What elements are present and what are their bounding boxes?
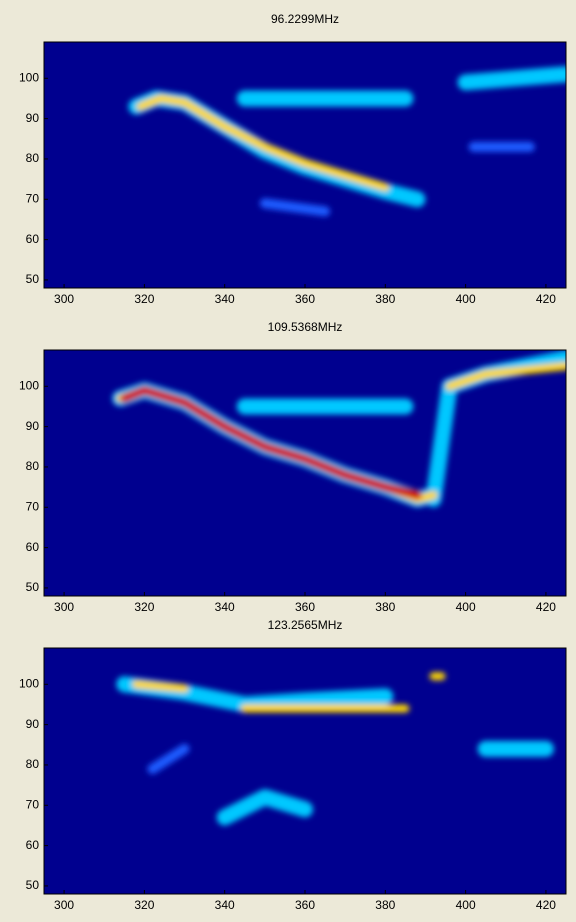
heat-ridge <box>445 362 566 391</box>
y-tick-label: 50 <box>26 272 40 286</box>
heat <box>128 66 566 217</box>
x-tick-label: 400 <box>456 898 476 912</box>
y-tick-label: 100 <box>19 378 39 392</box>
x-tick-label: 360 <box>295 600 315 614</box>
x-tick-label: 360 <box>295 898 315 912</box>
x-tick-label: 300 <box>54 292 74 306</box>
heat-ridge <box>136 94 390 192</box>
x-tick-label: 340 <box>215 292 235 306</box>
x-tick-label: 340 <box>215 600 235 614</box>
panel: 109.5368MHz 300 320 340 360 380 400 420 50 60 70 80… <box>19 320 567 614</box>
x-tick-label: 380 <box>375 292 395 306</box>
x-tick-label: 340 <box>215 898 235 912</box>
y-tick-label: 60 <box>26 838 40 852</box>
heat <box>116 672 554 826</box>
heat-ridge <box>132 680 189 693</box>
x-tick-label: 380 <box>375 898 395 912</box>
x-tick-label: 360 <box>295 292 315 306</box>
y-tick-label: 90 <box>26 717 40 731</box>
y-tick-label: 50 <box>26 878 40 892</box>
heat-ridge <box>457 66 566 91</box>
panel: 96.2299MHz 300 320 340 360 380 400 420 50 60 70 80 9… <box>19 12 567 306</box>
y-tick-label: 80 <box>26 151 40 165</box>
x-tick-label: 320 <box>134 292 154 306</box>
y-tick-label: 100 <box>19 676 39 690</box>
heat-ridge <box>119 385 422 500</box>
x-tick-label: 380 <box>375 600 395 614</box>
y-tick-label: 70 <box>26 499 40 513</box>
y-tick-label: 90 <box>26 419 40 433</box>
chart-title: 109.5368MHz <box>268 320 343 334</box>
y-tick-label: 60 <box>26 540 40 554</box>
y-tick-label: 80 <box>26 757 40 771</box>
panel: 123.2565MHz 300 320 340 360 380 400 420 50 60 70 80… <box>19 618 567 912</box>
y-tick-label: 80 <box>26 459 40 473</box>
heat-ridge <box>216 789 313 826</box>
heat-ridge <box>259 198 331 217</box>
x-tick-label: 300 <box>54 600 74 614</box>
x-tick-label: 320 <box>134 898 154 912</box>
x-tick-label: 400 <box>456 292 476 306</box>
y-tick-label: 70 <box>26 191 40 205</box>
y-tick-label: 90 <box>26 111 40 125</box>
x-tick-label: 420 <box>536 292 556 306</box>
x-tick-label: 300 <box>54 898 74 912</box>
y-tick-label: 70 <box>26 797 40 811</box>
x-tick-label: 420 <box>536 600 556 614</box>
x-tick-label: 320 <box>134 600 154 614</box>
chart-title: 123.2565MHz <box>268 618 343 632</box>
plot-area <box>44 350 566 596</box>
y-tick-label: 60 <box>26 232 40 246</box>
x-tick-label: 420 <box>536 898 556 912</box>
y-tick-label: 100 <box>19 70 39 84</box>
heat <box>112 350 566 508</box>
chart-title: 96.2299MHz <box>271 12 339 26</box>
y-tick-label: 50 <box>26 580 40 594</box>
x-tick-label: 400 <box>456 600 476 614</box>
heat-ridge <box>147 743 190 774</box>
